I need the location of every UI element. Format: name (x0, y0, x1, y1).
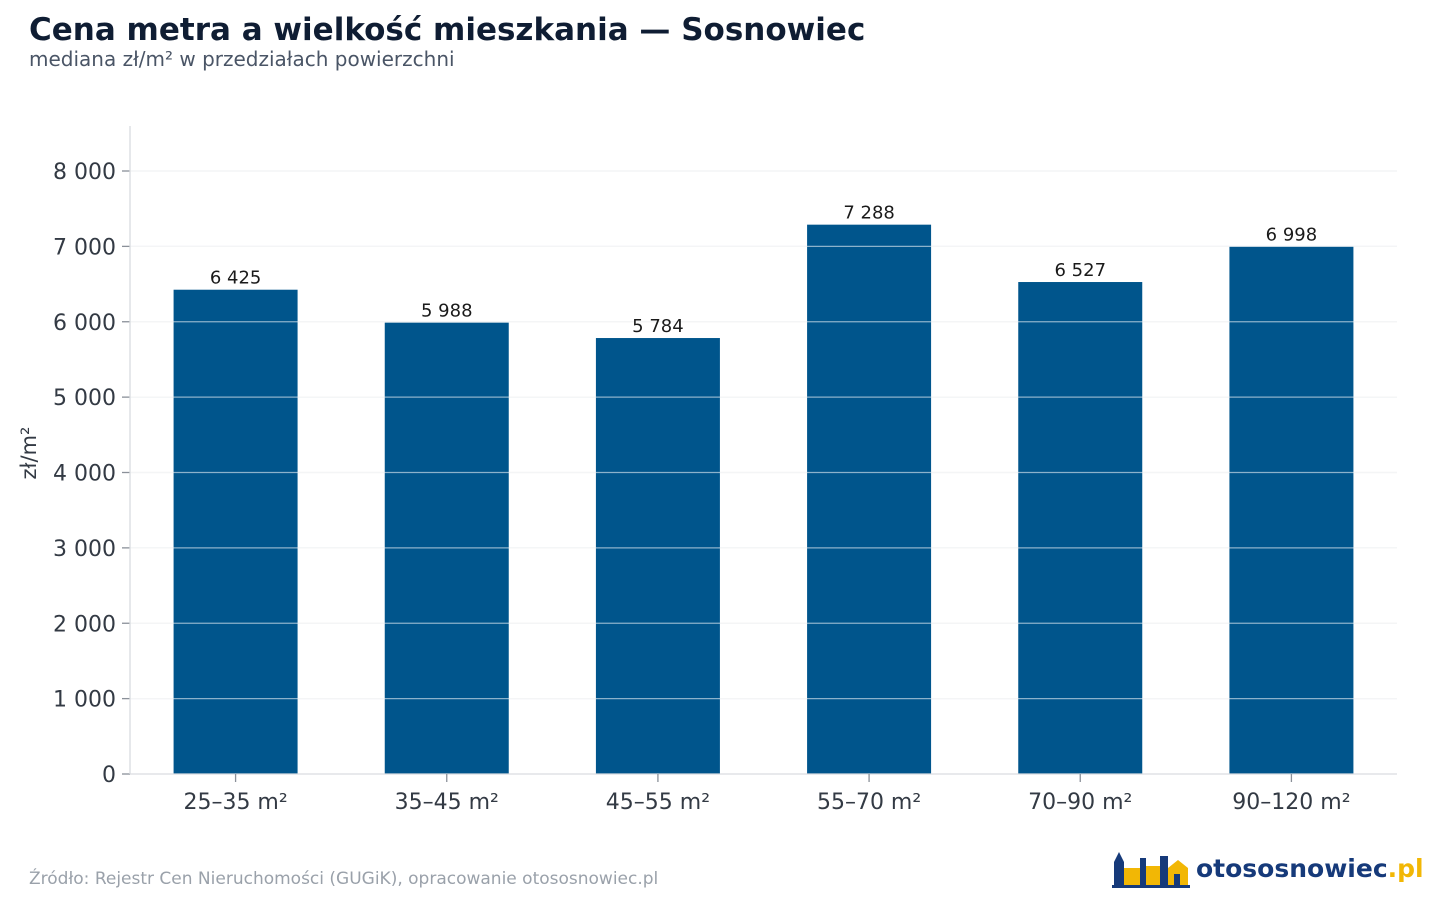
brand-wordmark: otososnowiec.pl (1196, 854, 1424, 883)
bar[interactable] (1018, 282, 1143, 774)
x-tick-label: 55–70 m² (817, 790, 921, 815)
y-tick-label: 6 000 (53, 311, 116, 336)
y-axis-label: zł/m² (17, 427, 41, 480)
bar-value-label: 5 988 (421, 301, 473, 322)
y-tick-label: 8 000 (53, 160, 116, 185)
bar-value-label: 6 425 (210, 268, 262, 289)
chart-title: Cena metra a wielkość mieszkania — Sosno… (29, 12, 866, 48)
bar[interactable] (807, 224, 932, 775)
x-tick-label: 35–45 m² (395, 790, 499, 815)
x-tick-label: 25–35 m² (183, 790, 287, 815)
bar-layer (173, 224, 1354, 775)
grid-layer (130, 170, 1397, 700)
bar-value-label: 7 288 (843, 203, 895, 224)
y-tick-label: 0 (102, 763, 116, 788)
y-tick-label: 7 000 (53, 235, 116, 260)
y-tick-label: 4 000 (53, 462, 116, 487)
axis-layer (122, 126, 1397, 782)
bar-value-label: 6 998 (1266, 225, 1318, 246)
x-tick-label: 90–120 m² (1232, 790, 1350, 815)
grid-overlay-layer (130, 170, 1397, 700)
source-note: Źródło: Rejestr Cen Nieruchomości (GUGiK… (29, 869, 659, 889)
chart-subtitle: mediana zł/m² w przedziałach powierzchni (29, 47, 455, 71)
x-tick-label: 45–55 m² (606, 790, 710, 815)
y-tick-label: 1 000 (53, 688, 116, 713)
label-layer: 0 1 000 2 000 3 000 4 000 5 000 6 000 7 000 8 00… (53, 160, 1351, 815)
city-skyline-icon (1112, 852, 1190, 888)
y-tick-label: 2 000 (53, 612, 116, 637)
x-tick-label: 70–90 m² (1028, 790, 1132, 815)
bar-value-label: 6 527 (1054, 260, 1106, 281)
brand-name: otososnowiec (1196, 853, 1388, 883)
bar-value-label: 5 784 (632, 316, 684, 337)
bar[interactable] (173, 289, 298, 774)
y-tick-label: 3 000 (53, 537, 116, 562)
y-tick-label: 5 000 (53, 386, 116, 411)
bar[interactable] (595, 338, 720, 774)
brand-tld: .pl (1387, 853, 1424, 883)
brand-logo[interactable]: otososnowiec.pl (1112, 848, 1424, 888)
bar[interactable] (1229, 246, 1354, 774)
